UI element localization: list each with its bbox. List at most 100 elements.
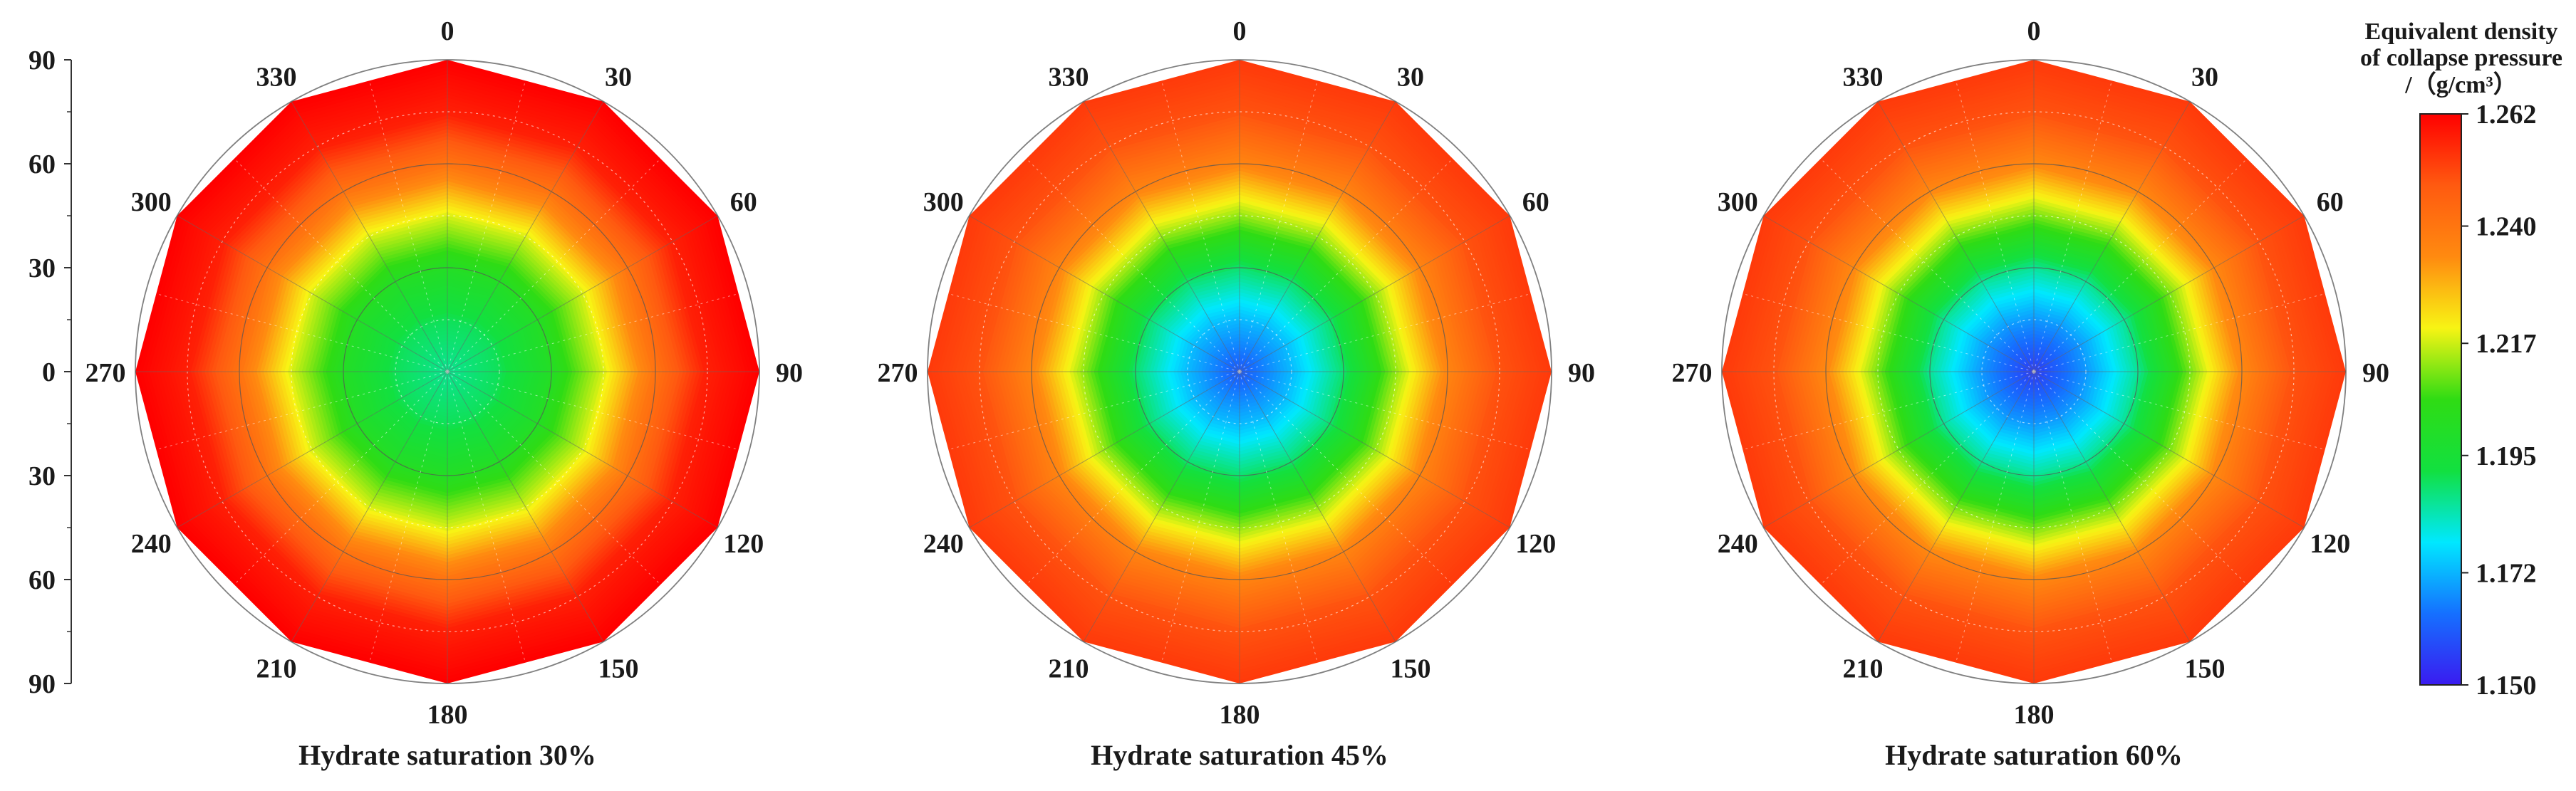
radial-axis-tick-label: 60 — [28, 150, 56, 179]
grid-spoke — [145, 371, 448, 453]
grid-spoke — [1018, 150, 1240, 372]
angle-tick-labels: 0 30 60 90 120 150 180 210 240 270 300 330 — [85, 16, 804, 730]
angle-tick-label: 150 — [2185, 654, 2226, 684]
angle-tick-label: 240 — [923, 529, 964, 559]
angle-tick-label: 180 — [2014, 700, 2055, 730]
angle-tick-label: 270 — [85, 358, 126, 388]
angle-tick-label: 60 — [730, 187, 757, 217]
grid-spoke — [226, 150, 448, 372]
radial-axis-tick-label: 90 — [28, 46, 56, 75]
grid-spoke — [2033, 290, 2336, 372]
grid-spoke — [2033, 150, 2255, 372]
grid-spoke — [1239, 371, 1321, 674]
angle-tick-label: 0 — [1233, 16, 1247, 46]
angle-tick-label: 180 — [427, 700, 468, 730]
colorbar-gradient — [2419, 113, 2462, 686]
polar-grid — [927, 59, 1552, 684]
grid-spoke — [447, 101, 604, 372]
grid-spoke — [145, 290, 448, 372]
angle-tick-label: 60 — [1522, 187, 1549, 217]
colorbar-tick-label: 1.172 — [2476, 558, 2537, 588]
angle-tick-label: 150 — [598, 654, 639, 684]
angle-tick-label: 330 — [1049, 62, 1089, 92]
angle-tick-label: 270 — [1672, 358, 1713, 388]
radial-axis-tick-label: 60 — [28, 565, 56, 595]
grid-spoke — [2033, 371, 2336, 453]
grid-spoke — [2033, 101, 2191, 372]
grid-spoke — [2033, 70, 2115, 372]
angle-tick-label: 90 — [1568, 358, 1595, 388]
angle-tick-label: 270 — [878, 358, 918, 388]
grid-spoke — [1877, 371, 2035, 642]
colorbar-tick-label: 1.240 — [2476, 212, 2537, 242]
grid-spoke — [2033, 371, 2305, 528]
angle-tick-label: 330 — [1843, 62, 1884, 92]
angle-tick-label: 300 — [1718, 187, 1758, 217]
grid-spoke — [969, 215, 1240, 372]
angle-tick-label: 30 — [605, 62, 632, 92]
grid-spoke — [291, 371, 448, 642]
grid-spoke — [1732, 371, 2035, 453]
grid-spoke — [1239, 215, 1510, 372]
grid-spoke — [447, 215, 718, 372]
angle-tick-label: 90 — [776, 358, 803, 388]
angle-tick-label: 120 — [1515, 529, 1556, 559]
colorbar-ticks: 1.262 1.240 1.217 1.195 1.172 1.150 — [2461, 100, 2537, 701]
angle-tick-label: 30 — [1397, 62, 1424, 92]
grid-spoke — [447, 371, 669, 593]
grid-spoke — [2033, 371, 2255, 593]
polar-chart-hydrate-60: 0 30 60 90 120 150 180 210 240 270 300 330 Hydrate … — [1672, 16, 2390, 771]
grid-spoke — [226, 371, 448, 593]
angle-tick-label: 30 — [2191, 62, 2218, 92]
colorbar-tick-label: 1.262 — [2476, 100, 2537, 130]
polar-grid — [1721, 59, 2347, 684]
chart-title: Hydrate saturation 30% — [298, 739, 596, 771]
angle-tick-label: 180 — [1220, 700, 1260, 730]
grid-spoke — [177, 215, 448, 372]
grid-spoke — [1018, 371, 1240, 593]
grid-spoke — [447, 290, 749, 372]
grid-spoke — [447, 150, 669, 372]
colorbar-title-line-1: Equivalent density — [2364, 19, 2557, 45]
grid-spoke — [1732, 290, 2035, 372]
angle-tick-label: 0 — [441, 16, 455, 46]
grid-spoke — [2033, 215, 2305, 372]
grid-spoke — [1812, 371, 2035, 593]
grid-spoke — [1877, 101, 2035, 372]
radial-axis: 90 60 30 0 30 60 90 — [28, 46, 72, 699]
grid-spoke — [1239, 150, 1461, 372]
angle-tick-labels: 0 30 60 90 120 150 180 210 240 270 300 330 — [1672, 16, 2390, 730]
grid-spoke — [2033, 371, 2115, 674]
grid-spoke — [1239, 371, 1510, 528]
angle-tick-label: 90 — [2362, 358, 2389, 388]
colorbar: Equivalent density of collapse pressure … — [2360, 19, 2562, 701]
grid-spoke — [447, 371, 718, 528]
grid-spoke — [1239, 371, 1542, 453]
grid-spoke — [1158, 371, 1240, 674]
grid-spoke — [447, 371, 604, 642]
grid-spoke — [177, 371, 448, 528]
angle-tick-label: 210 — [256, 654, 297, 684]
angle-tick-label: 210 — [1049, 654, 1089, 684]
grid-spoke — [1953, 70, 2035, 372]
grid-spoke — [938, 371, 1240, 453]
grid-spoke — [1239, 290, 1542, 372]
radial-axis-tick-label: 90 — [28, 669, 56, 699]
angle-tick-label: 120 — [723, 529, 764, 559]
angle-tick-label: 150 — [1391, 654, 1431, 684]
grid-spoke — [447, 70, 529, 372]
grid-spoke — [366, 70, 448, 372]
grid-spoke — [938, 290, 1240, 372]
radial-axis-tick-label: 30 — [28, 461, 56, 491]
chart-title: Hydrate saturation 60% — [1885, 739, 2183, 771]
grid-spoke — [1158, 70, 1240, 372]
grid-spoke — [1239, 371, 1461, 593]
angle-tick-label: 0 — [2027, 16, 2041, 46]
grid-spoke — [1763, 371, 2035, 528]
grid-spoke — [291, 101, 448, 372]
angle-tick-label: 330 — [256, 62, 297, 92]
grid-spoke — [447, 371, 749, 453]
grid-spoke — [1953, 371, 2035, 674]
grid-spoke — [2033, 371, 2191, 642]
